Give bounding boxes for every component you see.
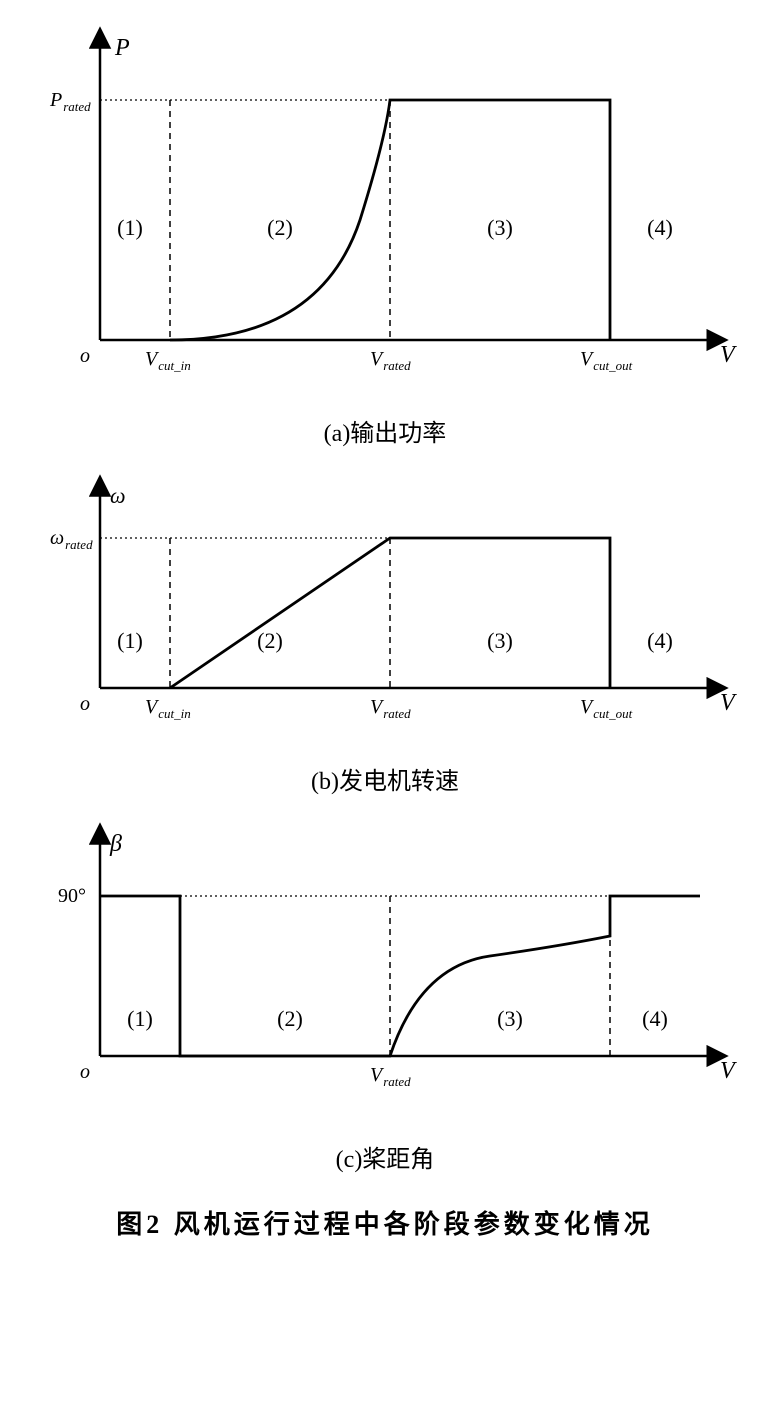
xtick-cutin: Vcut_in	[145, 696, 191, 721]
panel-a: P Prated o V Vcut_in Vrated Vcut_out (1)…	[20, 20, 750, 448]
panel-b: ω ωrated o V Vcut_in Vrated Vcut_out (1)…	[20, 468, 750, 796]
origin-label: o	[80, 1061, 90, 1083]
region-4: (4)	[642, 1006, 668, 1031]
region-1: (1)	[127, 1006, 153, 1031]
origin-label: o	[80, 345, 90, 367]
y-axis-label: P	[114, 35, 130, 61]
y-tick-label: ωrated	[50, 527, 93, 552]
region-3: (3)	[487, 215, 513, 240]
xtick-cutout: Vcut_out	[580, 348, 633, 373]
region-2: (2)	[257, 628, 283, 653]
y-axis-label: ω	[110, 483, 126, 508]
region-1: (1)	[117, 628, 143, 653]
x-axis-label: V	[720, 1058, 737, 1084]
x-axis-label: V	[720, 690, 737, 716]
caption-b: (b)发电机转速	[20, 761, 750, 796]
xtick-rated: Vrated	[370, 696, 411, 721]
region-3: (3)	[487, 628, 513, 653]
xtick-cutin: Vcut_in	[145, 348, 191, 373]
region-4: (4)	[647, 628, 673, 653]
figure-caption: 图2 风机运行过程中各阶段参数变化情况	[20, 1204, 750, 1241]
origin-label: o	[80, 693, 90, 715]
y-axis-label: β	[109, 831, 122, 857]
chart-c: β 90° o V Vrated (1) (2) (3) (4)	[20, 816, 750, 1126]
caption-c: (c)桨距角	[20, 1139, 750, 1174]
region-2: (2)	[277, 1006, 303, 1031]
chart-a: P Prated o V Vcut_in Vrated Vcut_out (1)…	[20, 20, 750, 400]
region-1: (1)	[117, 215, 143, 240]
y-tick-label: Prated	[49, 89, 91, 114]
x-axis-label: V	[720, 342, 737, 368]
region-4: (4)	[647, 215, 673, 240]
xtick-cutout: Vcut_out	[580, 696, 633, 721]
xtick-rated: Vrated	[370, 1064, 411, 1089]
y-tick-label: 90°	[58, 885, 86, 907]
figure-container: P Prated o V Vcut_in Vrated Vcut_out (1)…	[20, 20, 750, 1241]
panel-c: β 90° o V Vrated (1) (2) (3) (4) (c)桨距角	[20, 816, 750, 1174]
region-3: (3)	[497, 1006, 523, 1031]
region-2: (2)	[267, 215, 293, 240]
caption-a: (a)输出功率	[20, 413, 750, 448]
xtick-rated: Vrated	[370, 348, 411, 373]
chart-b: ω ωrated o V Vcut_in Vrated Vcut_out (1)…	[20, 468, 750, 748]
